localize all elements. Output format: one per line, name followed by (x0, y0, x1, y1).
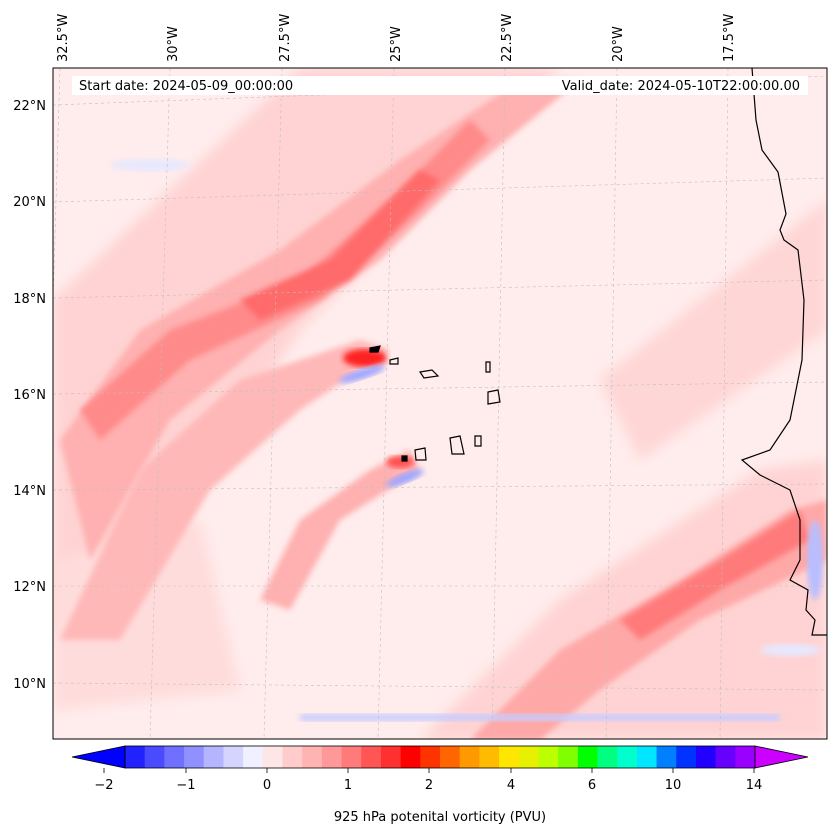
island-fogo (414, 447, 427, 461)
colorbar-cell (262, 746, 283, 768)
pv-area-light-east (600, 200, 827, 460)
colorbar-cell (282, 746, 303, 768)
pv-band-nw-mid (60, 80, 580, 560)
colorbar-cell (636, 746, 658, 768)
map-frame (52, 67, 828, 740)
lat-label-20n: 20°N (13, 195, 46, 210)
colorbar-cell (558, 746, 579, 768)
pv-band-se-strong (620, 510, 810, 640)
colorbar-cell (321, 746, 343, 768)
lon-tick-labels: 32.5°W 30°W 27.5°W 25°W 22.5°W 20°W 17.5… (56, 14, 737, 62)
island-sao-vicente (389, 357, 399, 365)
colorbar-cell (499, 746, 520, 768)
lon-label-30w: 30°W (166, 26, 181, 62)
colorbar-cell (361, 746, 382, 768)
header-box (72, 76, 808, 95)
colorbar-cell (440, 746, 461, 768)
island-brava (401, 455, 408, 462)
map-panel: Start date: 2024-05-09_00:00:00 Valid_da… (52, 67, 828, 740)
cbar-tick-m1: −1 (176, 778, 195, 793)
colorbar-cell (420, 746, 441, 768)
lon-label-22.5w: 22.5°W (500, 14, 515, 62)
cbar-tick-14: 14 (746, 778, 763, 793)
colorbar-cell (617, 746, 638, 768)
lat-label-22n: 22°N (13, 99, 46, 114)
colorbar-cell (676, 746, 697, 768)
pv-band-sw-island (60, 340, 390, 640)
lat-label-14n: 14°N (13, 484, 46, 499)
lon-label-20w: 20°W (611, 26, 626, 62)
start-date-label: Start date: 2024-05-09_00:00:00 (79, 79, 293, 94)
colorbar-ticks (103, 768, 755, 773)
island-boa-vista (487, 389, 501, 405)
colorbar-cell (656, 746, 677, 768)
colorbar-cell (380, 746, 402, 768)
colorbar-cell (144, 746, 165, 768)
africa-coastline (740, 68, 827, 636)
cbar-tick-4: 4 (507, 778, 515, 793)
colorbar-cell (184, 746, 205, 768)
pv-neg-nw (110, 159, 190, 171)
pv-area-light-se (421, 460, 827, 739)
lat-label-18n: 18°N (13, 292, 46, 307)
colorbar-cell (203, 746, 224, 768)
cbar-tick-6: 6 (588, 778, 596, 793)
pv-field (53, 68, 827, 739)
colorbar-cell (302, 746, 323, 768)
pv-band-nw-strong (80, 120, 490, 440)
lat-label-12n: 12°N (13, 580, 46, 595)
pv-core-island-south (386, 456, 414, 468)
colorbar-cell (459, 746, 480, 768)
cbar-tick-1: 1 (344, 778, 352, 793)
lat-label-10n: 10°N (13, 677, 46, 692)
island-maio (474, 435, 482, 447)
colorbar-extend-right (754, 745, 809, 769)
graticule (53, 68, 827, 739)
colorbar-cell (538, 746, 559, 768)
island-santo-antao (369, 345, 381, 353)
colorbar-cell (479, 746, 500, 768)
lon-label-25w: 25°W (389, 26, 404, 62)
cbar-tick-m2: −2 (94, 778, 113, 793)
pv-band-south (260, 450, 420, 610)
island-santiago (449, 435, 465, 455)
pv-neg-coast (807, 520, 823, 600)
pv-neg-island-north (339, 365, 385, 383)
lon-label-32.5w: 32.5°W (56, 14, 71, 62)
cbar-tick-0: 0 (263, 778, 271, 793)
colorbar-cell (518, 746, 539, 768)
coastlines (369, 68, 827, 636)
colorbar-frame (124, 745, 756, 769)
colorbar-cell (715, 746, 736, 768)
colorbar: −2 −1 0 1 2 4 6 10 14 925 hPa potenital … (71, 745, 809, 825)
colorbar-cell (695, 746, 717, 768)
colorbar-extend-left (71, 745, 126, 769)
pv-band-nw-core (240, 170, 440, 320)
colorbar-cells (125, 746, 756, 768)
pv-neg-island-south (386, 469, 424, 487)
colorbar-cell (597, 746, 618, 768)
colorbar-label: 925 hPa potenital vorticity (PVU) (334, 810, 546, 825)
cbar-tick-2: 2 (425, 778, 433, 793)
lon-label-17.5w: 17.5°W (722, 14, 737, 62)
pv-core-island-north (343, 349, 387, 367)
colorbar-cell (400, 746, 421, 768)
colorbar-cell (243, 746, 264, 768)
colorbar-cell (735, 746, 756, 768)
cbar-tick-10: 10 (665, 778, 682, 793)
colorbar-cell (577, 746, 598, 768)
colorbar-cell (125, 746, 146, 768)
colorbar-cell (223, 746, 244, 768)
pv-neg-se (760, 644, 820, 656)
island-sao-nicolau (418, 369, 440, 379)
island-sal (485, 361, 491, 373)
valid-date-label: Valid_date: 2024-05-10T22:00:00.00 (562, 79, 800, 94)
pv-neg-southern-strip (300, 714, 780, 721)
colorbar-cell (341, 746, 362, 768)
lon-label-27.5w: 27.5°W (278, 14, 293, 62)
lat-label-16n: 16°N (13, 388, 46, 403)
lat-tick-labels: 22°N 20°N 18°N 16°N 14°N 12°N 10°N (13, 99, 46, 692)
colorbar-cell (164, 746, 185, 768)
